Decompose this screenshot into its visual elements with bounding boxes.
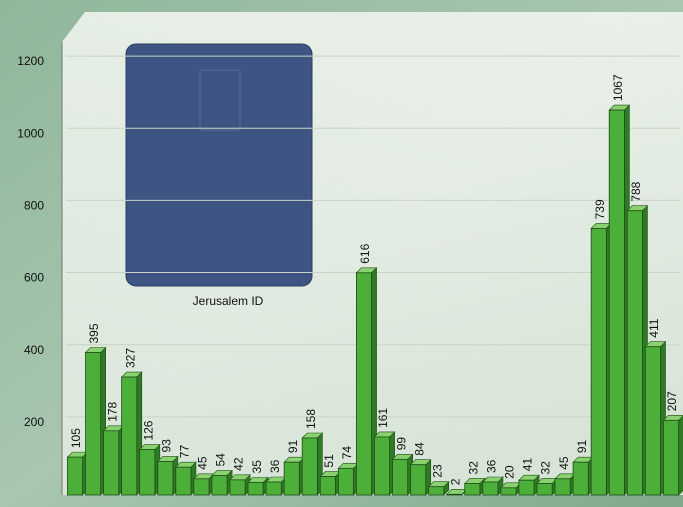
bar — [662, 419, 679, 496]
bar — [139, 449, 156, 496]
bar — [482, 481, 499, 496]
value-label: 395 — [87, 323, 101, 343]
value-label: 327 — [123, 348, 137, 368]
value-label: 32 — [466, 461, 480, 475]
value-label: 178 — [105, 401, 119, 421]
bar — [590, 227, 607, 496]
value-label: 161 — [376, 408, 390, 428]
value-label: 41 — [521, 458, 535, 472]
value-label: 93 — [159, 439, 173, 453]
bar — [337, 467, 354, 496]
value-label: 42 — [232, 457, 246, 471]
value-label: 126 — [141, 420, 155, 440]
value-label: 788 — [629, 181, 643, 201]
bar — [211, 475, 228, 496]
bar — [67, 456, 84, 496]
value-label: 32 — [539, 461, 553, 475]
bar — [572, 461, 589, 496]
y-tick-label: 200 — [24, 415, 44, 429]
bar — [301, 437, 318, 496]
value-label: 77 — [178, 445, 192, 459]
bar — [626, 210, 643, 496]
id-card-emblem — [199, 69, 241, 131]
bar — [536, 483, 553, 496]
bar — [193, 478, 210, 496]
bar — [157, 461, 174, 496]
bar — [446, 493, 463, 496]
bar — [554, 478, 571, 496]
value-label: 54 — [214, 453, 228, 467]
bar — [319, 476, 336, 496]
bar — [121, 376, 138, 496]
bar — [428, 486, 445, 496]
value-label: 45 — [196, 456, 210, 470]
value-label: 91 — [575, 439, 589, 453]
value-label: 36 — [268, 459, 282, 473]
bar — [265, 481, 282, 496]
annotation: Jerusalem ID — [193, 294, 264, 308]
value-label: 51 — [322, 454, 336, 468]
id-card — [125, 43, 313, 287]
bar — [103, 430, 120, 496]
id-card-cover — [125, 43, 313, 287]
value-label: 84 — [412, 442, 426, 456]
value-label: 23 — [430, 464, 444, 478]
value-label: 2 — [448, 478, 462, 485]
bar — [283, 461, 300, 496]
value-label: 20 — [503, 465, 517, 479]
bar — [518, 479, 535, 496]
bar — [355, 272, 372, 496]
bar — [374, 436, 391, 496]
value-label: 739 — [593, 199, 607, 219]
value-label: 105 — [69, 428, 83, 448]
bar — [500, 487, 517, 496]
y-tick-label: 400 — [24, 343, 44, 357]
value-label: 45 — [557, 456, 571, 470]
value-label: 158 — [304, 409, 318, 429]
value-label: 616 — [358, 243, 372, 263]
value-label: 36 — [485, 459, 499, 473]
y-tick-label: 800 — [24, 199, 44, 213]
value-label: 99 — [394, 437, 408, 451]
value-label: 91 — [286, 439, 300, 453]
bar — [247, 481, 264, 496]
value-label: 74 — [340, 446, 354, 460]
value-label: 35 — [250, 460, 264, 474]
bar-side — [678, 415, 683, 496]
bar — [85, 352, 102, 496]
y-tick-label: 1000 — [17, 126, 44, 140]
bar — [464, 483, 481, 496]
bar — [175, 466, 192, 496]
bar — [644, 346, 661, 496]
bar — [229, 479, 246, 496]
y-tick-label: 600 — [24, 271, 44, 285]
bar — [410, 464, 427, 496]
bar — [608, 109, 625, 496]
value-label: 207 — [665, 391, 679, 411]
y-tick-label: 1200 — [17, 54, 44, 68]
value-label: 411 — [647, 318, 661, 337]
value-label: 1067 — [611, 74, 625, 101]
bar — [392, 458, 409, 496]
